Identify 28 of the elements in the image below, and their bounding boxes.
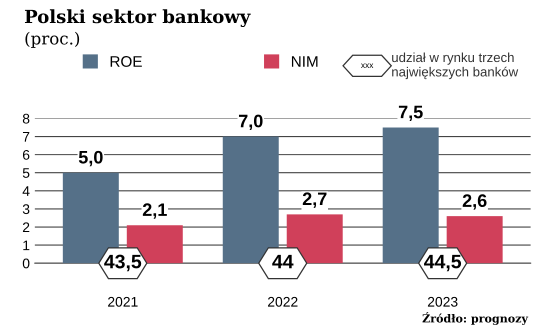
x-tick-label: 2021 [108,296,138,307]
y-tick-label: 4 [22,186,30,196]
text: Źródło: prognozy [422,312,528,325]
text: xxx [361,64,374,68]
data-label: 2,7 [302,192,326,208]
chart-subtitle: (proc.) [25,32,80,48]
y-tick-label: 5 [22,168,30,178]
annotation: 44,5 [424,254,462,272]
data-label: 2,6 [462,194,487,210]
data-label: 7,0 [238,114,263,130]
x-tick-label: 2023 [428,296,458,307]
y-tick-label: 7 [22,132,30,142]
legend-label: NIM [292,56,318,67]
y-tick-label: 3 [22,204,30,214]
y-tick-label: 1 [23,240,30,250]
legend-label: ROE [110,56,142,67]
x-tick-label: 2022 [268,296,298,307]
annotation: 43,5 [104,254,142,272]
data-label: 5,0 [78,150,103,166]
y-tick-label: 6 [22,150,30,160]
annotation: 44 [272,254,294,268]
y-tick-label: 0 [22,258,30,268]
chart-title: Polski sektor bankowy [24,9,251,28]
y-tick-label: 2 [22,222,30,232]
data-label: 2,1 [142,203,167,219]
text: udział w rynku trzech największych banków [392,52,518,80]
data-label: 7,5 [398,106,423,121]
y-tick-label: 8 [22,114,30,124]
